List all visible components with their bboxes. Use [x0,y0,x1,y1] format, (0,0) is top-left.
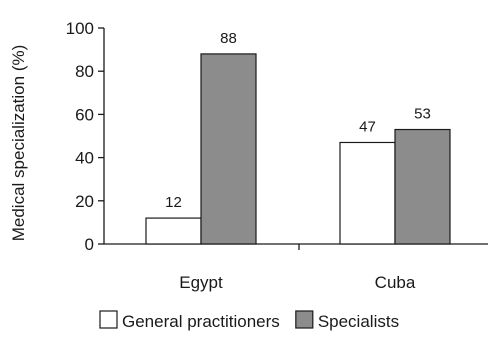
legend: General practitioners Specialists [99,310,399,331]
y-tick-label: 60 [75,105,94,124]
y-tick-label: 40 [75,149,94,168]
y-axis-title: Medical specialization (%) [9,45,28,242]
y-tick-label: 100 [66,19,94,38]
bar-data-label: 88 [220,30,237,47]
y-tick-label: 0 [85,235,94,254]
x-axis: Egypt Cuba [104,243,488,292]
y-tick-label: 80 [75,62,94,81]
y-axis: 0 20 40 60 80 100 [66,19,105,254]
x-category-label: Egypt [179,273,223,292]
bar-data-label: 47 [359,118,376,135]
bar-specialists-egypt [200,53,257,245]
bar-specialists-cuba [394,128,451,245]
legend-swatch [99,310,118,329]
x-category-label: Cuba [375,273,416,292]
legend-label: General practitioners [122,312,280,331]
bar-general-practitioners-cuba [339,141,396,245]
legend-swatch [295,310,314,329]
legend-label: Specialists [318,312,399,331]
bars-group: 12 88 47 53 [145,30,451,245]
bar-data-label: 53 [414,106,431,123]
bar-data-label: 12 [165,194,182,211]
bar-general-practitioners-egypt [145,217,202,245]
y-tick-label: 20 [75,192,94,211]
